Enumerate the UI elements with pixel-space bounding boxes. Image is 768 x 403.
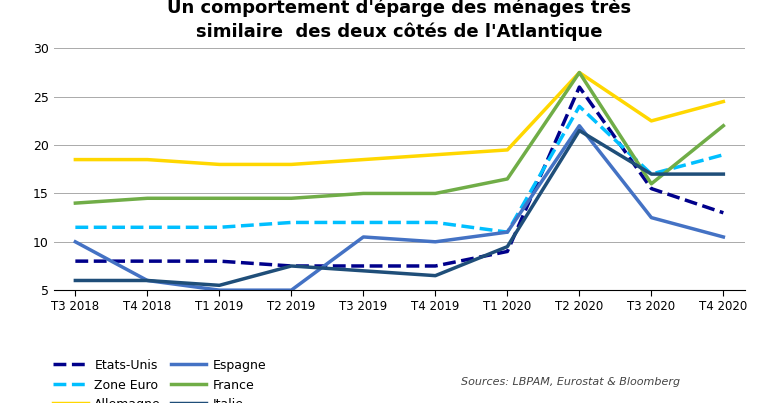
Title: Un comportement d'éparge des ménages très
similaire  des deux côtés de l'Atlanti: Un comportement d'éparge des ménages trè…	[167, 0, 631, 41]
Legend: Etats-Unis, Zone Euro, Allemagne, Espagne, France, Italie: Etats-Unis, Zone Euro, Allemagne, Espagn…	[53, 359, 266, 403]
Text: Sources: LBPAM, Eurostat & Bloomberg: Sources: LBPAM, Eurostat & Bloomberg	[461, 377, 680, 387]
